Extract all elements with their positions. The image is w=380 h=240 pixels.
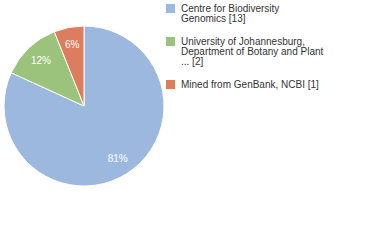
legend-label: Centre for BiodiversityGenomics [13]: [181, 3, 279, 24]
data-label: 6%: [65, 39, 80, 50]
pie-slice: [54, 26, 84, 106]
data-label: 81%: [108, 153, 128, 164]
pie: [4, 26, 164, 186]
legend-label: University of Johannesburg,Department of…: [181, 36, 324, 67]
data-label: 12%: [31, 55, 51, 66]
legend-swatch: [166, 80, 175, 89]
legend-swatch: [166, 37, 175, 46]
legend: Centre for BiodiversityGenomics [13] Univ…: [166, 3, 324, 90]
legend-label: Mined from GenBank, NCBI [1]: [181, 79, 319, 90]
pie-slice: [4, 26, 164, 186]
chart: 81% 12% 6% Centre for BiodiversityGenomics …: [0, 0, 380, 240]
legend-swatch: [166, 4, 175, 13]
data-labels: 81% 12% 6%: [31, 39, 128, 164]
